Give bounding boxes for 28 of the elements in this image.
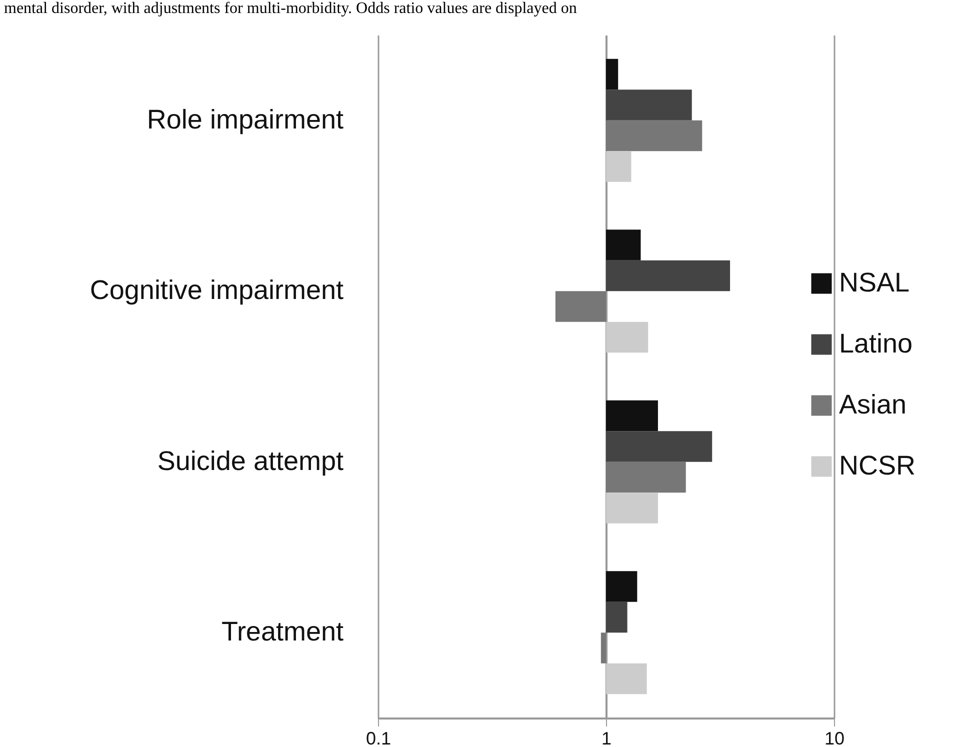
- legend-label: Latino: [839, 328, 913, 358]
- bar: [606, 492, 658, 524]
- bar: [606, 120, 702, 152]
- y-tick-label: Treatment: [221, 616, 344, 647]
- bar: [606, 602, 628, 633]
- legend-label: Asian: [839, 390, 907, 420]
- bar: [606, 230, 641, 260]
- bar: [606, 90, 692, 120]
- y-tick-label: Cognitive impairment: [90, 275, 344, 306]
- text: mental disorder, with adjustments for multi-morbidity. Odds ratio values are displayed on: [4, 0, 577, 18]
- x-tick-label: 10: [824, 728, 845, 747]
- bar: [606, 151, 632, 182]
- bar: [606, 322, 648, 353]
- y-tick-label: Role impairment: [146, 104, 344, 134]
- bar: [606, 462, 686, 493]
- x-tick-label: 1: [601, 728, 612, 747]
- legend-label: NSAL: [839, 268, 910, 298]
- bar: [606, 400, 658, 432]
- bar: [606, 571, 638, 602]
- bar: [555, 291, 606, 322]
- bar: [606, 260, 730, 292]
- x-tick-label: 0.1: [366, 728, 392, 747]
- bar: [600, 632, 606, 664]
- bar: [606, 58, 618, 90]
- y-tick-label: Suicide attempt: [157, 446, 344, 476]
- bar: [606, 431, 712, 462]
- legend-label: NCSR: [839, 450, 916, 480]
- bar: [606, 663, 647, 694]
